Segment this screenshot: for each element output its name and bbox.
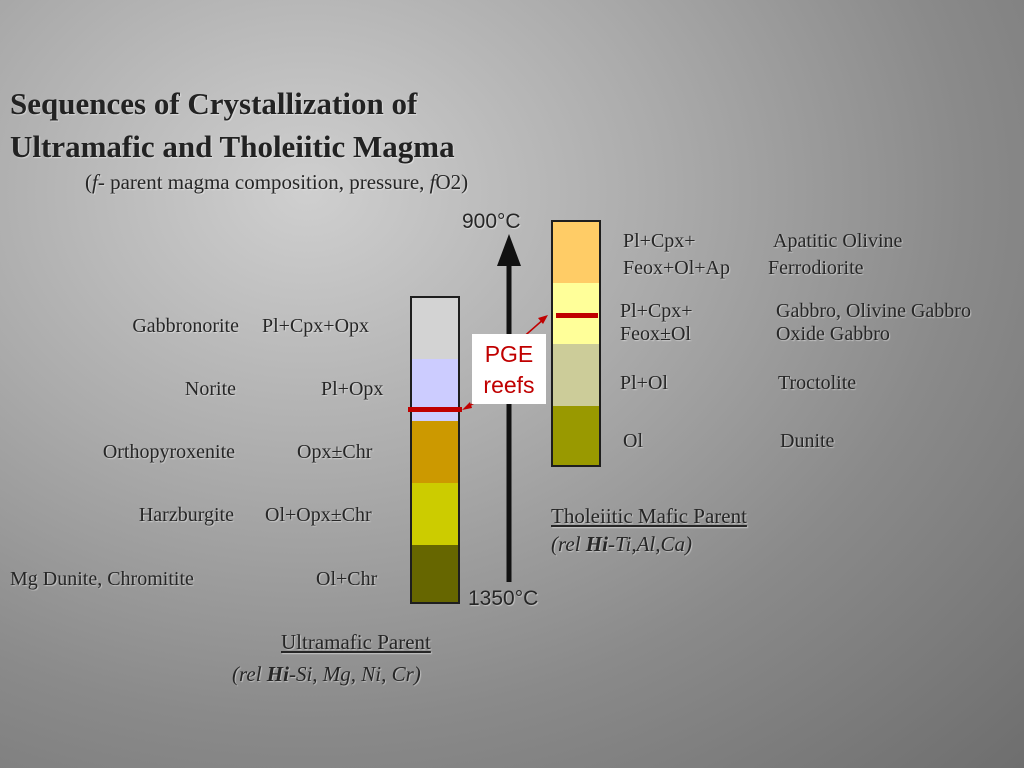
pge-pointer-right-head bbox=[538, 315, 548, 324]
ultramafic-rock-5: Mg Dunite, Chromitite bbox=[10, 568, 194, 590]
ultramafic-caption: Ultramafic Parent bbox=[281, 630, 431, 654]
title-line-1: Sequences of Crystallization of bbox=[10, 86, 418, 121]
pge-pointer-left-head bbox=[462, 402, 472, 410]
tholeiitic-rock-1-line-2: Ferrodiorite bbox=[768, 257, 864, 279]
pge-label-line-1: PGE bbox=[484, 341, 534, 367]
temp-bottom-label: 1350°C bbox=[468, 587, 539, 610]
tholeiitic-rock-3: Troctolite bbox=[778, 372, 857, 394]
ultramafic-rock-2: Norite bbox=[184, 378, 236, 400]
ultramafic-column bbox=[410, 296, 460, 604]
ultramafic-caption-sub-hi: Hi bbox=[266, 662, 289, 686]
tholeiitic-column bbox=[551, 220, 601, 467]
subtitle-f2: f bbox=[429, 170, 436, 194]
tholeiitic-caption: Tholeiitic Mafic Parent bbox=[551, 504, 747, 528]
tholeiitic-seg-ferrodiorite bbox=[553, 222, 599, 283]
ultramafic-seg-harzburgite bbox=[412, 483, 458, 545]
tholeiitic-minerals-1: Pl+Cpx+ Feox+Ol+Ap bbox=[623, 228, 730, 282]
tholeiitic-rock-2-line-2: Oxide Gabbro bbox=[776, 323, 890, 345]
tholeiitic-rock-2: Gabbro, Olivine Gabbro Oxide Gabbro bbox=[776, 300, 971, 346]
tholeiitic-rock-1-line-1: Apatitic Olivine bbox=[773, 230, 903, 252]
tholeiitic-caption-sub-open: (rel bbox=[551, 532, 586, 556]
ultramafic-rock-3: Orthopyroxenite bbox=[102, 441, 235, 463]
tholeiitic-minerals-2: Pl+Cpx+ Feox±Ol bbox=[620, 300, 693, 346]
subtitle-f1: f bbox=[92, 170, 98, 194]
ultramafic-minerals-2: Pl+Opx bbox=[321, 378, 384, 400]
temp-top-label: 900°C bbox=[462, 210, 521, 233]
page-title: Sequences of Crystallization of Ultramaf… bbox=[10, 82, 455, 168]
ultramafic-seg-dunite bbox=[412, 545, 458, 602]
subtitle-end: O2) bbox=[435, 170, 469, 194]
subtitle-open: ( bbox=[85, 170, 92, 194]
tholeiitic-seg-dunite bbox=[553, 406, 599, 465]
ultramafic-seg-orthopyroxenite bbox=[412, 421, 458, 483]
tholeiitic-minerals-2-line-1: Pl+Cpx+ bbox=[620, 300, 693, 322]
tholeiitic-minerals-4: Ol bbox=[623, 430, 643, 452]
ultramafic-minerals-1: Pl+Cpx+Opx bbox=[262, 315, 370, 337]
ultramafic-minerals-5: Ol+Chr bbox=[316, 568, 378, 590]
ultramafic-caption-sub-open: (rel bbox=[232, 662, 267, 686]
ultramafic-pge-reef-line bbox=[408, 407, 462, 412]
pge-label-line-2: reefs bbox=[483, 372, 535, 398]
pge-reefs-label: PGE reefs bbox=[472, 334, 546, 401]
title-line-2: Ultramafic and Tholeiitic Magma bbox=[10, 129, 455, 164]
ultramafic-rock-1: Gabbronorite bbox=[132, 315, 239, 337]
tholeiitic-seg-troctolite bbox=[553, 344, 599, 406]
ultramafic-caption-sub: (rel Hi-Si, Mg, Ni, Cr) bbox=[232, 662, 421, 687]
tholeiitic-minerals-1-line-2: Feox+Ol+Ap bbox=[623, 257, 731, 279]
ultramafic-caption-sub-rest: -Si, Mg, Ni, Cr) bbox=[288, 662, 421, 686]
tholeiitic-minerals-2-line-2: Feox±Ol bbox=[620, 323, 691, 345]
tholeiitic-pge-reef-line bbox=[556, 313, 598, 318]
tholeiitic-rock-1: Apatitic Olivine Ferrodiorite bbox=[768, 228, 902, 282]
tholeiitic-rock-4: Dunite bbox=[780, 430, 835, 452]
ultramafic-seg-gabbronorite bbox=[412, 298, 458, 359]
subtitle: (f- parent magma composition, pressure, … bbox=[85, 170, 468, 195]
ultramafic-rock-4: Harzburgite bbox=[138, 504, 234, 526]
tholeiitic-caption-sub-rest: -Ti,Al,Ca) bbox=[607, 532, 692, 556]
ultramafic-minerals-3: Opx±Chr bbox=[297, 441, 373, 463]
tholeiitic-caption-sub-hi: Hi bbox=[585, 532, 608, 556]
tholeiitic-rock-2-line-1: Gabbro, Olivine Gabbro bbox=[776, 300, 971, 322]
tholeiitic-minerals-1-line-1: Pl+Cpx+ bbox=[623, 230, 696, 252]
tholeiitic-minerals-3: Pl+Ol bbox=[620, 372, 668, 394]
ultramafic-minerals-4: Ol+Opx±Chr bbox=[265, 504, 372, 526]
pge-reefs-box: PGE reefs bbox=[472, 334, 546, 404]
subtitle-mid: - parent magma composition, pressure, bbox=[97, 170, 430, 194]
temperature-arrow-head bbox=[497, 234, 521, 266]
tholeiitic-caption-sub: (rel Hi-Ti,Al,Ca) bbox=[551, 532, 692, 557]
